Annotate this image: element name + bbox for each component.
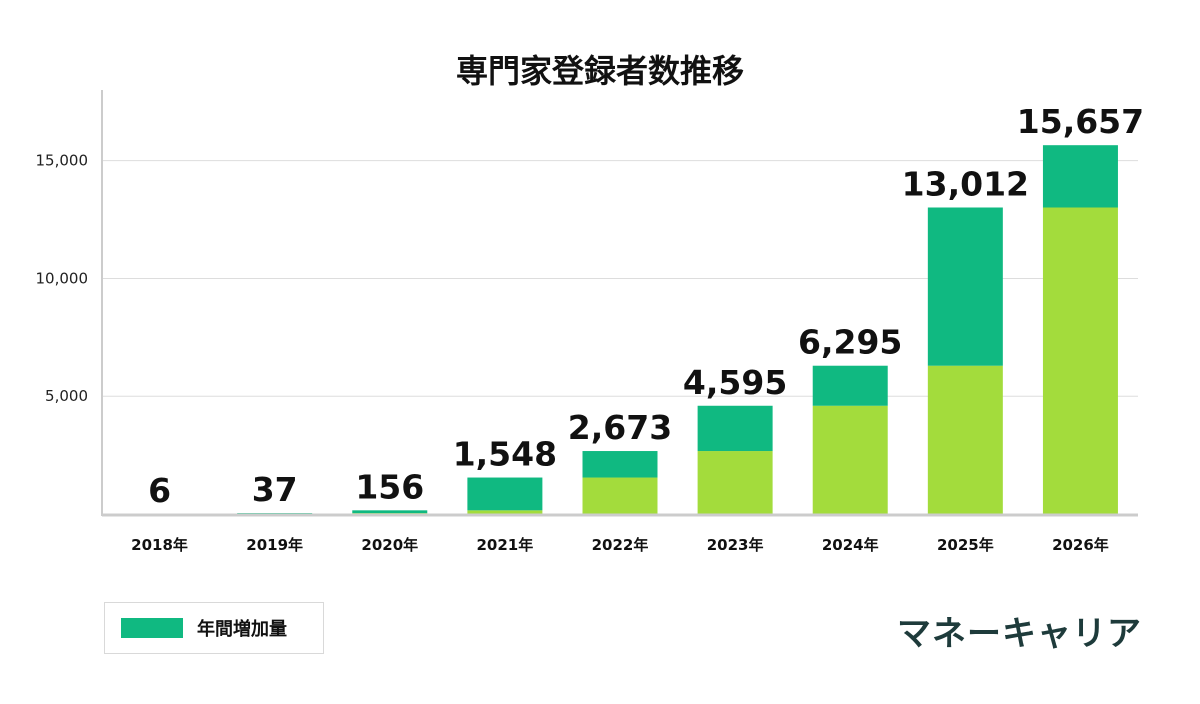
data-label: 2,673 [568,408,672,447]
data-labels: 6 37 156 1,548 2,673 4,595 6,295 13,012 15,657 [148,102,1144,510]
bar-base [582,477,658,514]
x-tick-label: 2025年 [937,536,994,554]
data-label: 156 [355,467,424,506]
data-label: 6 [148,471,171,510]
bar-base [467,510,543,514]
axes: 5,000 10,000 15,000 2018年 2019年 2020年 2021年 202… [36,90,1138,554]
chart-title: 専門家登録者数推移 [456,52,744,90]
legend-label-increase: 年間増加量 [197,619,287,640]
bar-base [927,365,1003,514]
bar-increase [582,451,658,478]
bar-increase [812,365,888,406]
x-tick-label: 2021年 [477,536,534,554]
y-tick-label: 5,000 [45,387,88,405]
data-label: 4,595 [683,363,787,402]
bar-increase [697,405,773,452]
bar-base [697,451,773,514]
y-tick-label: 15,000 [36,152,89,170]
x-tick-label: 2022年 [592,536,649,554]
x-tick-label: 2023年 [707,536,764,554]
legend-swatch-increase [121,618,183,638]
bars [122,145,1118,514]
bar-increase [927,207,1003,366]
bar-increase [237,513,313,514]
bar-base [1042,207,1118,514]
x-tick-label: 2019年 [246,536,303,554]
bar-base [812,405,888,514]
x-tick-label: 2024年 [822,536,879,554]
data-label: 1,548 [453,435,557,474]
y-tick-label: 10,000 [36,269,89,287]
brand-logo-text: マネーキャリア [897,614,1142,654]
bar-increase [467,477,543,511]
x-tick-label: 2020年 [361,536,418,554]
data-label: 15,657 [1017,102,1144,141]
bar-increase [352,510,428,514]
bar-increase [1042,145,1118,208]
data-label: 37 [252,470,298,509]
legend: 年間増加量 [104,602,324,654]
data-label: 6,295 [798,323,902,362]
data-label: 13,012 [902,164,1029,203]
x-tick-label: 2018年 [131,536,188,554]
x-tick-label: 2026年 [1052,536,1109,554]
